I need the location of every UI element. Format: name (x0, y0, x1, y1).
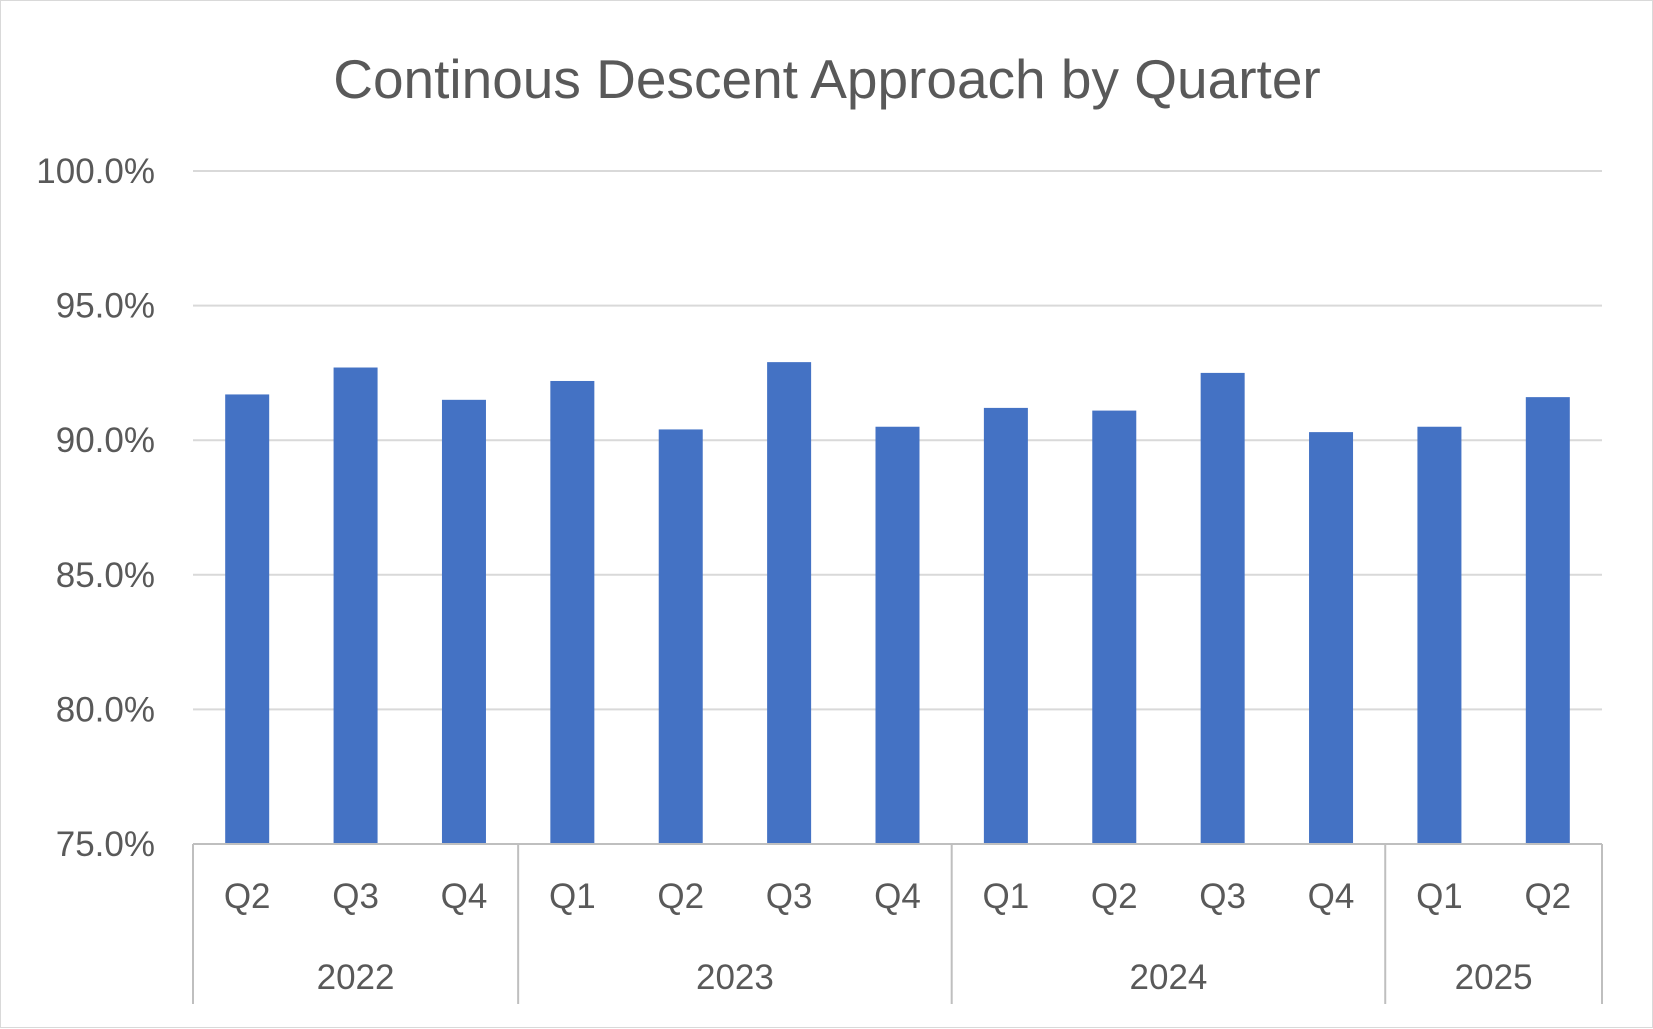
bar (658, 429, 703, 844)
bar (1092, 410, 1137, 844)
x-tick-label-quarter: Q1 (549, 877, 596, 916)
bar (441, 399, 486, 844)
x-tick-label-year: 2025 (1455, 958, 1533, 997)
x-tick-label-quarter: Q1 (1416, 877, 1463, 916)
x-tick-label-quarter: Q3 (332, 877, 379, 916)
x-tick-label-quarter: Q2 (657, 877, 704, 916)
bar (983, 407, 1028, 844)
y-tick-label: 90.0% (56, 421, 155, 460)
bar (767, 362, 812, 844)
bar (1309, 432, 1354, 844)
y-tick-label: 95.0% (56, 287, 155, 326)
bar (1200, 372, 1245, 844)
y-tick-label: 75.0% (56, 825, 155, 864)
x-tick-label-quarter: Q4 (1308, 877, 1355, 916)
x-tick-label-year: 2023 (696, 958, 774, 997)
x-tick-label-quarter: Q2 (1524, 877, 1571, 916)
bar (550, 380, 595, 844)
y-tick-label: 80.0% (56, 690, 155, 729)
bars (225, 362, 1570, 844)
bar (1525, 397, 1570, 844)
x-tick-label-quarter: Q4 (441, 877, 488, 916)
bar (225, 394, 270, 844)
x-tick-label-quarter: Q2 (224, 877, 271, 916)
x-tick-label-quarter: Q3 (1199, 877, 1246, 916)
bar (1417, 426, 1462, 844)
chart-title: Continous Descent Approach by Quarter (333, 48, 1321, 110)
y-tick-label: 85.0% (56, 556, 155, 595)
x-tick-label-quarter: Q2 (1091, 877, 1138, 916)
x-tick-label-quarter: Q3 (766, 877, 813, 916)
bar (875, 426, 920, 844)
bar (333, 367, 378, 844)
x-tick-label-year: 2024 (1130, 958, 1208, 997)
y-axis-ticks: 75.0% 80.0% 85.0% 90.0% 95.0% 100.0% (36, 152, 155, 864)
x-tick-label-quarter: Q4 (874, 877, 921, 916)
x-tick-label-year: 2022 (317, 958, 395, 997)
x-tick-label-quarter: Q1 (983, 877, 1030, 916)
y-tick-label: 100.0% (36, 152, 155, 191)
x-axis (192, 843, 1603, 1004)
x-axis-labels: Q2 Q3 Q4 Q1 Q2 Q3 Q4 Q1 Q2 Q3 Q4 Q1 Q2 2022 2023 2024 20… (224, 877, 1571, 997)
